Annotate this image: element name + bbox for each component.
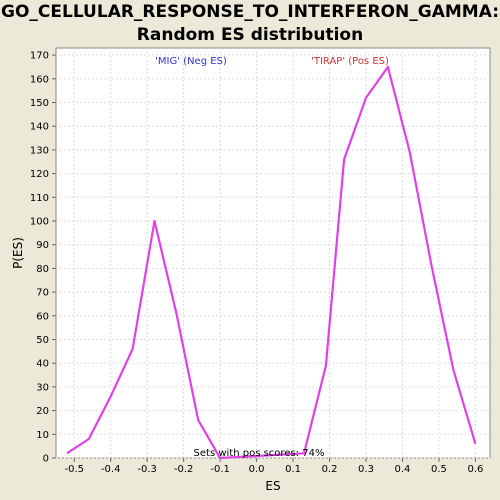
y-tick-label: 100 [30,217,49,228]
y-tick-label: 130 [30,145,49,156]
y-axis-label: P(ES) [11,237,25,269]
y-axis: 0 10 20 30 40 50 60 70 80 90 100 110 120 130 140 150 160… [30,51,56,465]
grid [56,48,490,459]
y-tick-label: 110 [30,193,49,204]
y-tick-label: 150 [30,98,49,109]
y-tick-label: 0 [43,454,49,465]
y-tick-label: 140 [30,122,49,133]
plot-area [55,47,491,459]
x-tick-label: 0.1 [285,464,301,475]
x-tick-label: 0.2 [322,464,338,475]
x-tick-label: -0.5 [64,464,84,475]
neg-es-label: 'MIG' (Neg ES) [155,56,227,67]
y-tick-label: 70 [36,288,49,299]
x-tick-label: 0.6 [467,464,483,475]
series-line [66,65,477,460]
x-tick-label: 0.3 [358,464,374,475]
y-tick-label: 120 [30,169,49,180]
x-tick-label: 0.4 [395,464,411,475]
y-tick-label: 80 [36,264,49,275]
x-tick-label: 0.0 [249,464,265,475]
y-tick-label: 160 [30,74,49,85]
x-tick-label: 0.5 [431,464,447,475]
y-tick-label: 20 [36,406,49,417]
x-axis-label: ES [265,479,280,493]
x-tick-label: -0.3 [137,464,157,475]
sets-pos-scores-label: Sets with pos scores: 74% [194,448,325,459]
x-axis: -0.5 -0.4 -0.3 -0.2 -0.1 0.0 0.1 0.2 0.3 0.4 0.5 0.… [64,458,483,475]
x-tick-label: -0.2 [174,464,194,475]
y-tick-label: 40 [36,359,49,370]
y-tick-label: 10 [36,430,49,441]
y-tick-label: 170 [30,51,49,62]
x-tick-label: -0.4 [101,464,121,475]
chart-subtitle: Random ES distribution [136,25,364,45]
pos-es-label: 'TIRAP' (Pos ES) [311,56,389,67]
y-tick-label: 30 [36,382,49,393]
y-tick-label: 90 [36,240,49,251]
y-tick-label: 50 [36,335,49,346]
series-layer [66,65,477,460]
x-tick-label: -0.1 [210,464,230,475]
y-tick-label: 60 [36,311,49,322]
chart-title: GO_CELLULAR_RESPONSE_TO_INTERFERON_GAMMA… [1,2,499,22]
